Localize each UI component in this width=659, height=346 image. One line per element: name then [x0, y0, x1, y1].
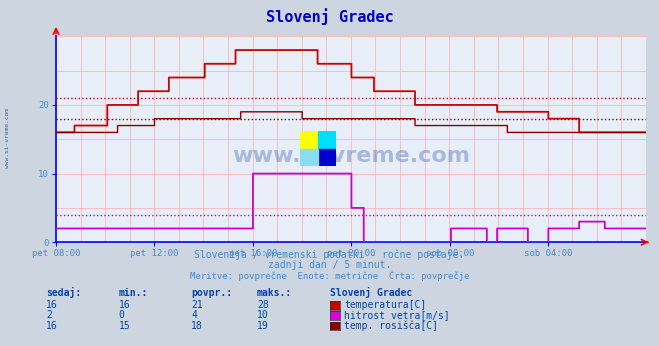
Bar — [300, 149, 318, 166]
Text: 18: 18 — [191, 321, 203, 331]
Text: 21: 21 — [191, 300, 203, 310]
Text: 10: 10 — [257, 310, 269, 320]
Text: 16: 16 — [46, 321, 58, 331]
Text: 15: 15 — [119, 321, 130, 331]
Text: Slovenj Gradec: Slovenj Gradec — [330, 287, 412, 298]
Text: temperatura[C]: temperatura[C] — [344, 300, 426, 310]
Text: 16: 16 — [46, 300, 58, 310]
Text: Slovenija / vremenski podatki - ročne postaje.: Slovenija / vremenski podatki - ročne po… — [194, 249, 465, 260]
Text: www.si-vreme.com: www.si-vreme.com — [232, 146, 470, 166]
Text: 16: 16 — [119, 300, 130, 310]
Bar — [318, 149, 336, 166]
Bar — [318, 131, 336, 149]
Text: 2: 2 — [46, 310, 52, 320]
Text: temp. rosišča[C]: temp. rosišča[C] — [344, 320, 438, 331]
Text: Slovenj Gradec: Slovenj Gradec — [266, 9, 393, 26]
Text: 4: 4 — [191, 310, 197, 320]
Text: www.si-vreme.com: www.si-vreme.com — [5, 108, 11, 169]
Text: 19: 19 — [257, 321, 269, 331]
Text: 28: 28 — [257, 300, 269, 310]
Text: zadnji dan / 5 minut.: zadnji dan / 5 minut. — [268, 260, 391, 270]
Text: Meritve: povprečne  Enote: metrične  Črta: povprečje: Meritve: povprečne Enote: metrične Črta:… — [190, 270, 469, 281]
Text: povpr.:: povpr.: — [191, 288, 232, 298]
Text: min.:: min.: — [119, 288, 148, 298]
Text: 0: 0 — [119, 310, 125, 320]
Bar — [300, 131, 318, 149]
Text: hitrost vetra[m/s]: hitrost vetra[m/s] — [344, 310, 449, 320]
Text: sedaj:: sedaj: — [46, 287, 81, 298]
Text: maks.:: maks.: — [257, 288, 292, 298]
